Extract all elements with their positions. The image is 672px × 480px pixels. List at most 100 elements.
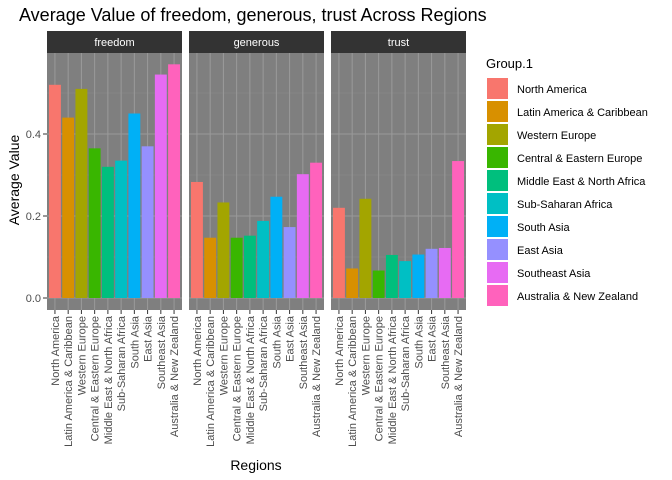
facet-strip-label: freedom (94, 37, 134, 49)
legend-label: Western Europe (517, 130, 596, 142)
bar-trust-5 (399, 261, 412, 298)
bar-freedom-4 (101, 166, 114, 298)
bar-trust-0 (332, 207, 345, 298)
x-tick-label: Western Europe (360, 316, 372, 395)
bar-generous-6 (270, 196, 283, 298)
x-tick-label: Middle East & North Africa (103, 315, 115, 444)
x-tick-label: Latin America & Caribbean (347, 316, 359, 447)
facet-strip (47, 31, 182, 53)
bar-generous-0 (190, 181, 203, 298)
x-tick-label: Southeast Asia (440, 315, 452, 389)
bar-generous-2 (217, 202, 230, 298)
legend-label: Central & Eastern Europe (517, 153, 642, 165)
bar-freedom-9 (168, 64, 181, 298)
legend-swatch (487, 147, 508, 168)
x-tick-label: Sub-Saharan Africa (116, 315, 128, 411)
bar-generous-5 (257, 220, 270, 298)
facet-panel-freedom: freedom North America Latin America & Cari… (47, 31, 182, 447)
legend-label: Middle East & North Africa (517, 176, 646, 188)
legend-label: South Asia (517, 222, 570, 234)
x-tick-label: Australia & New Zealand (453, 316, 465, 437)
facet-panel-generous: generous North America Latin America & Car… (189, 31, 324, 447)
bar-freedom-2 (75, 88, 88, 299)
x-tick-label: North America (192, 315, 204, 386)
bar-trust-3 (372, 270, 385, 298)
legend-swatch (487, 170, 508, 191)
facet-strip (189, 31, 324, 53)
y-tick-label: 0.4 (26, 129, 41, 141)
bar-freedom-7 (141, 146, 154, 298)
facet-strip-label: generous (234, 37, 280, 49)
y-tick-label: 0.0 (26, 293, 41, 305)
bar-trust-4 (385, 254, 398, 298)
x-tick-label: South Asia (271, 315, 283, 368)
x-tick-label: Western Europe (76, 316, 88, 395)
x-tick-label: Sub-Saharan Africa (258, 315, 270, 411)
bar-freedom-3 (88, 148, 101, 298)
x-tick-label: North America (334, 315, 346, 386)
x-tick-label: Latin America & Caribbean (205, 316, 217, 447)
x-tick-label: Australia & New Zealand (169, 316, 181, 437)
x-tick-label: Central & Eastern Europe (232, 316, 244, 441)
bar-generous-7 (283, 227, 296, 298)
x-tick-label: Central & Eastern Europe (374, 316, 386, 441)
legend-label: Sub-Saharan Africa (517, 199, 613, 211)
legend-label: Australia & New Zealand (517, 291, 638, 303)
bar-freedom-8 (154, 74, 167, 298)
legend-label: Latin America & Caribbean (517, 107, 648, 119)
x-tick-label: East Asia (143, 315, 155, 362)
x-tick-label: Southeast Asia (156, 315, 168, 389)
x-tick-label: South Asia (129, 315, 141, 368)
bar-trust-6 (412, 254, 425, 298)
legend-title: Group.1 (486, 56, 533, 71)
bar-freedom-1 (62, 117, 75, 298)
bar-trust-8 (438, 247, 451, 298)
bar-generous-1 (204, 237, 217, 298)
bar-trust-1 (346, 268, 359, 298)
legend-label: North America (517, 84, 588, 96)
y-axis: 0.0 0.2 0.4 (26, 129, 47, 305)
legend-swatch (487, 78, 508, 99)
x-tick-label: Southeast Asia (298, 315, 310, 389)
x-tick-label: Sub-Saharan Africa (400, 315, 412, 411)
x-tick-label: East Asia (285, 315, 297, 362)
x-axis-title: Regions (230, 457, 281, 473)
legend-swatch (487, 193, 508, 214)
legend-label: East Asia (517, 245, 564, 257)
legend: Group.1 North America Latin America & Car… (486, 56, 648, 306)
x-tick-label: Australia & New Zealand (311, 316, 323, 437)
bar-trust-9 (452, 161, 465, 298)
y-tick-label: 0.2 (26, 211, 41, 223)
facet-strip-label: trust (388, 37, 409, 49)
x-tick-label: North America (50, 315, 62, 386)
legend-swatch (487, 239, 508, 260)
bar-generous-3 (230, 237, 243, 298)
bar-freedom-5 (115, 160, 128, 298)
legend-swatch (487, 216, 508, 237)
bar-freedom-0 (48, 84, 61, 298)
x-tick-label: Latin America & Caribbean (63, 316, 75, 447)
legend-swatch (487, 101, 508, 122)
legend-swatch (487, 262, 508, 283)
x-tick-label: Central & Eastern Europe (90, 316, 102, 441)
legend-swatch (487, 124, 508, 145)
x-tick-label: East Asia (427, 315, 439, 362)
y-axis-title: Average Value (6, 135, 22, 226)
x-tick-label: Western Europe (218, 316, 230, 395)
bar-generous-9 (310, 162, 323, 298)
legend-swatch (487, 285, 508, 306)
legend-label: Southeast Asia (517, 268, 591, 280)
x-tick-label: Middle East & North Africa (387, 315, 399, 444)
bar-freedom-6 (128, 113, 141, 298)
bar-trust-7 (425, 248, 438, 298)
x-tick-label: South Asia (413, 315, 425, 368)
chart-title: Average Value of freedom, generous, trus… (19, 5, 487, 25)
facet-strip (331, 31, 466, 53)
bar-trust-2 (359, 198, 372, 298)
bar-generous-4 (243, 235, 256, 298)
facet-panel-trust: trust North America Latin America & Caribb… (331, 31, 466, 447)
bar-generous-8 (296, 174, 309, 298)
x-tick-label: Middle East & North Africa (245, 315, 257, 444)
